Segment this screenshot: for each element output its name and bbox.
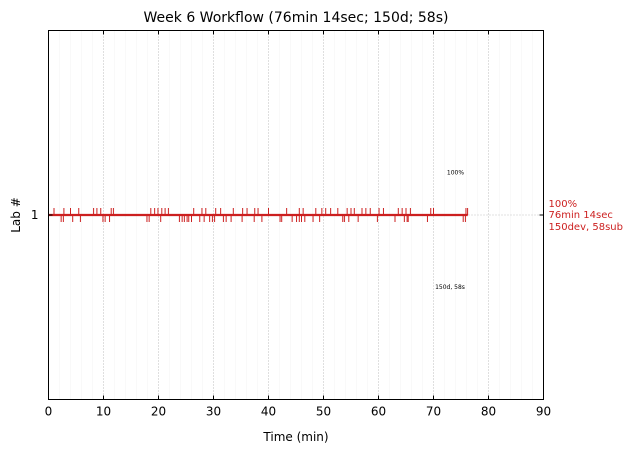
summary-duration: 76min 14sec [549,210,613,221]
x-tick-label: 20 [151,405,166,419]
x-tick-label: 60 [371,405,386,419]
x-axis-label: Time (min) [262,430,328,444]
y-tick-label: 1 [31,208,39,222]
x-tick-label: 40 [261,405,276,419]
y-axis: 1 [31,208,544,222]
x-axis: 0 10 20 30 40 50 60 70 80 90 [45,30,551,419]
y-axis-label: Lab # [9,197,23,233]
x-tick-label: 90 [536,405,551,419]
x-tick-label: 30 [206,405,221,419]
counts-annotation: 150d, 58s [435,284,465,291]
x-tick-label: 70 [426,405,441,419]
x-tick-label: 80 [481,405,496,419]
summary-counts: 150dev, 58sub [549,222,623,233]
chart-title: Week 6 Workflow (76min 14sec; 150d; 58s) [144,10,449,26]
x-tick-label: 10 [96,405,111,419]
x-tick-label: 50 [316,405,331,419]
percent-annotation: 100% [447,169,464,176]
series-marks [53,208,469,222]
summary-percent: 100% [549,199,578,210]
x-tick-label: 0 [45,405,53,419]
